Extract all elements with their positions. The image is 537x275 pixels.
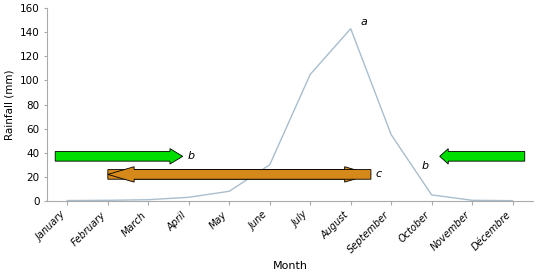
Y-axis label: Rainfall (mm): Rainfall (mm) bbox=[4, 69, 14, 140]
Text: b: b bbox=[422, 161, 429, 171]
FancyArrow shape bbox=[55, 148, 183, 164]
Text: c: c bbox=[376, 169, 382, 179]
Text: a: a bbox=[361, 17, 368, 28]
FancyArrow shape bbox=[108, 167, 371, 182]
FancyArrow shape bbox=[108, 167, 371, 182]
X-axis label: Month: Month bbox=[272, 261, 308, 271]
Text: b: b bbox=[187, 151, 195, 161]
FancyArrow shape bbox=[440, 148, 525, 164]
